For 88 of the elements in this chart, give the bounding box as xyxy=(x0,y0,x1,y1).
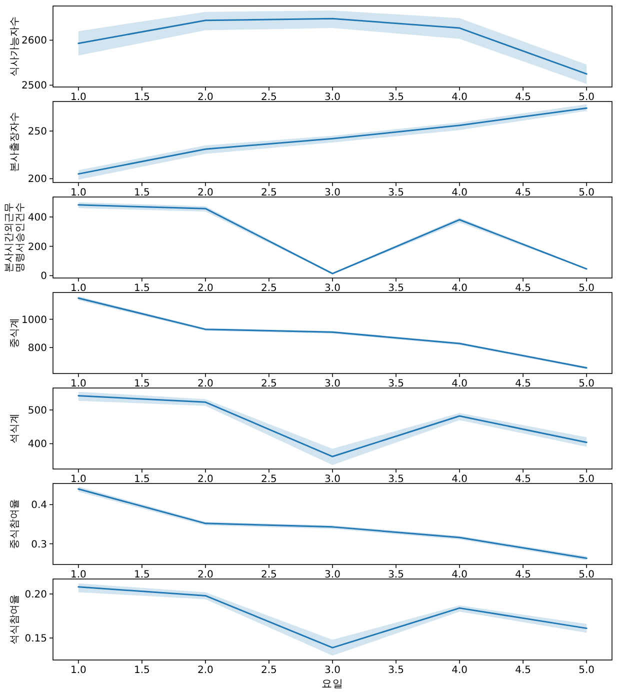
x-axis-title: 요일 xyxy=(322,678,344,690)
y-axis-title: 본사시간외근무명령서승인건수 xyxy=(4,202,26,272)
y-tick-label: 2500 xyxy=(22,80,47,92)
y-axis-title: 중식계 xyxy=(10,318,20,348)
y-tick-label: 400 xyxy=(28,212,47,224)
x-tick-label: 1.0 xyxy=(70,570,86,580)
x-tick-label: 3.5 xyxy=(388,665,404,676)
x-tick-label: 5.0 xyxy=(578,188,595,198)
x-tick-label: 2.0 xyxy=(198,92,214,103)
x-tick-label: 3.0 xyxy=(324,92,340,103)
x-tick-label: 1.5 xyxy=(134,665,150,676)
x-tick-label: 2.0 xyxy=(198,665,214,676)
y-axis-title: 석식계 xyxy=(10,414,20,444)
y-tick-label: 400 xyxy=(28,439,47,450)
x-tick-label: 4.0 xyxy=(452,188,468,198)
x-tick-label: 4.5 xyxy=(515,665,532,676)
y-tick-label: 250 xyxy=(28,126,47,138)
x-tick-label: 3.0 xyxy=(324,188,340,198)
y-tick-label: 0.15 xyxy=(24,633,47,644)
x-tick-label: 4.0 xyxy=(452,283,468,294)
x-tick-label: 1.0 xyxy=(70,188,86,198)
x-tick-label: 5.0 xyxy=(578,570,595,580)
line-series xyxy=(78,395,588,458)
x-tick-label: 1.5 xyxy=(134,378,150,390)
x-tick-label: 2.0 xyxy=(198,570,214,580)
y-tick-label: 800 xyxy=(28,343,47,354)
x-tick-label: 5.0 xyxy=(578,92,595,103)
y-axis-title: 석식참여율 xyxy=(10,594,20,644)
y-axis-title: 중식참여율 xyxy=(10,499,20,549)
y-tick-label: 500 xyxy=(28,405,47,416)
x-tick-label: 1.0 xyxy=(70,92,86,103)
x-tick-label: 3.0 xyxy=(324,474,340,485)
x-tick-label: 2.5 xyxy=(261,570,277,580)
x-tick-label: 2.0 xyxy=(198,474,214,485)
y-axis-title: 식사가능자수 xyxy=(10,16,20,76)
x-tick-label: 3.0 xyxy=(324,283,340,294)
x-tick-label: 2.0 xyxy=(198,188,214,198)
x-tick-label: 4.5 xyxy=(515,92,532,103)
x-tick-label: 1.5 xyxy=(134,92,150,103)
x-tick-label: 5.0 xyxy=(578,378,595,390)
x-tick-label: 2.5 xyxy=(261,474,277,485)
x-tick-label: 3.0 xyxy=(324,570,340,580)
x-tick-label: 1.5 xyxy=(134,474,150,485)
x-tick-label: 4.0 xyxy=(452,378,468,390)
x-tick-label: 2.5 xyxy=(261,665,277,676)
line-series xyxy=(78,18,588,75)
x-tick-label: 2.5 xyxy=(261,188,277,198)
x-tick-label: 3.0 xyxy=(324,378,340,390)
x-tick-label: 2.0 xyxy=(198,378,214,390)
x-tick-label: 3.5 xyxy=(388,474,404,485)
x-tick-label: 5.0 xyxy=(578,665,595,676)
x-tick-label: 1.0 xyxy=(70,665,86,676)
x-tick-label: 5.0 xyxy=(578,283,595,294)
x-tick-label: 2.0 xyxy=(198,283,214,294)
y-tick-label: 0.3 xyxy=(31,539,47,550)
x-tick-label: 4.5 xyxy=(515,283,532,294)
y-tick-label: 0.20 xyxy=(24,589,47,600)
y-tick-label: 0 xyxy=(40,271,47,282)
x-tick-label: 4.5 xyxy=(515,570,532,580)
x-tick-label: 3.5 xyxy=(388,378,404,390)
x-tick-label: 2.5 xyxy=(261,283,277,294)
x-tick-label: 4.5 xyxy=(515,474,532,485)
x-tick-label: 3.0 xyxy=(324,665,340,676)
x-tick-label: 3.5 xyxy=(388,283,404,294)
x-tick-label: 3.5 xyxy=(388,570,404,580)
x-tick-label: 4.0 xyxy=(452,92,468,103)
x-tick-label: 4.5 xyxy=(515,378,532,390)
x-tick-label: 1.0 xyxy=(70,378,86,390)
x-tick-label: 2.5 xyxy=(261,92,277,103)
x-tick-label: 1.0 xyxy=(70,283,86,294)
x-tick-label: 1.5 xyxy=(134,570,150,580)
x-tick-label: 4.0 xyxy=(452,570,468,580)
x-tick-label: 4.5 xyxy=(515,188,532,198)
x-tick-label: 1.5 xyxy=(134,283,150,294)
x-tick-label: 3.5 xyxy=(388,92,404,103)
x-tick-label: 4.0 xyxy=(452,474,468,485)
y-tick-label: 0.4 xyxy=(31,500,47,512)
y-tick-label: 200 xyxy=(28,174,47,186)
x-tick-label: 5.0 xyxy=(578,474,595,485)
x-tick-label: 1.0 xyxy=(70,474,86,485)
x-tick-label: 2.5 xyxy=(261,378,277,390)
y-axis-title: 본사출장자수 xyxy=(10,112,20,172)
x-tick-label: 1.5 xyxy=(134,188,150,198)
x-tick-label: 4.0 xyxy=(452,665,468,676)
x-tick-label: 3.5 xyxy=(388,188,404,198)
y-tick-label: 1000 xyxy=(22,314,47,326)
y-tick-label: 2600 xyxy=(22,36,47,47)
y-tick-label: 200 xyxy=(28,242,47,253)
